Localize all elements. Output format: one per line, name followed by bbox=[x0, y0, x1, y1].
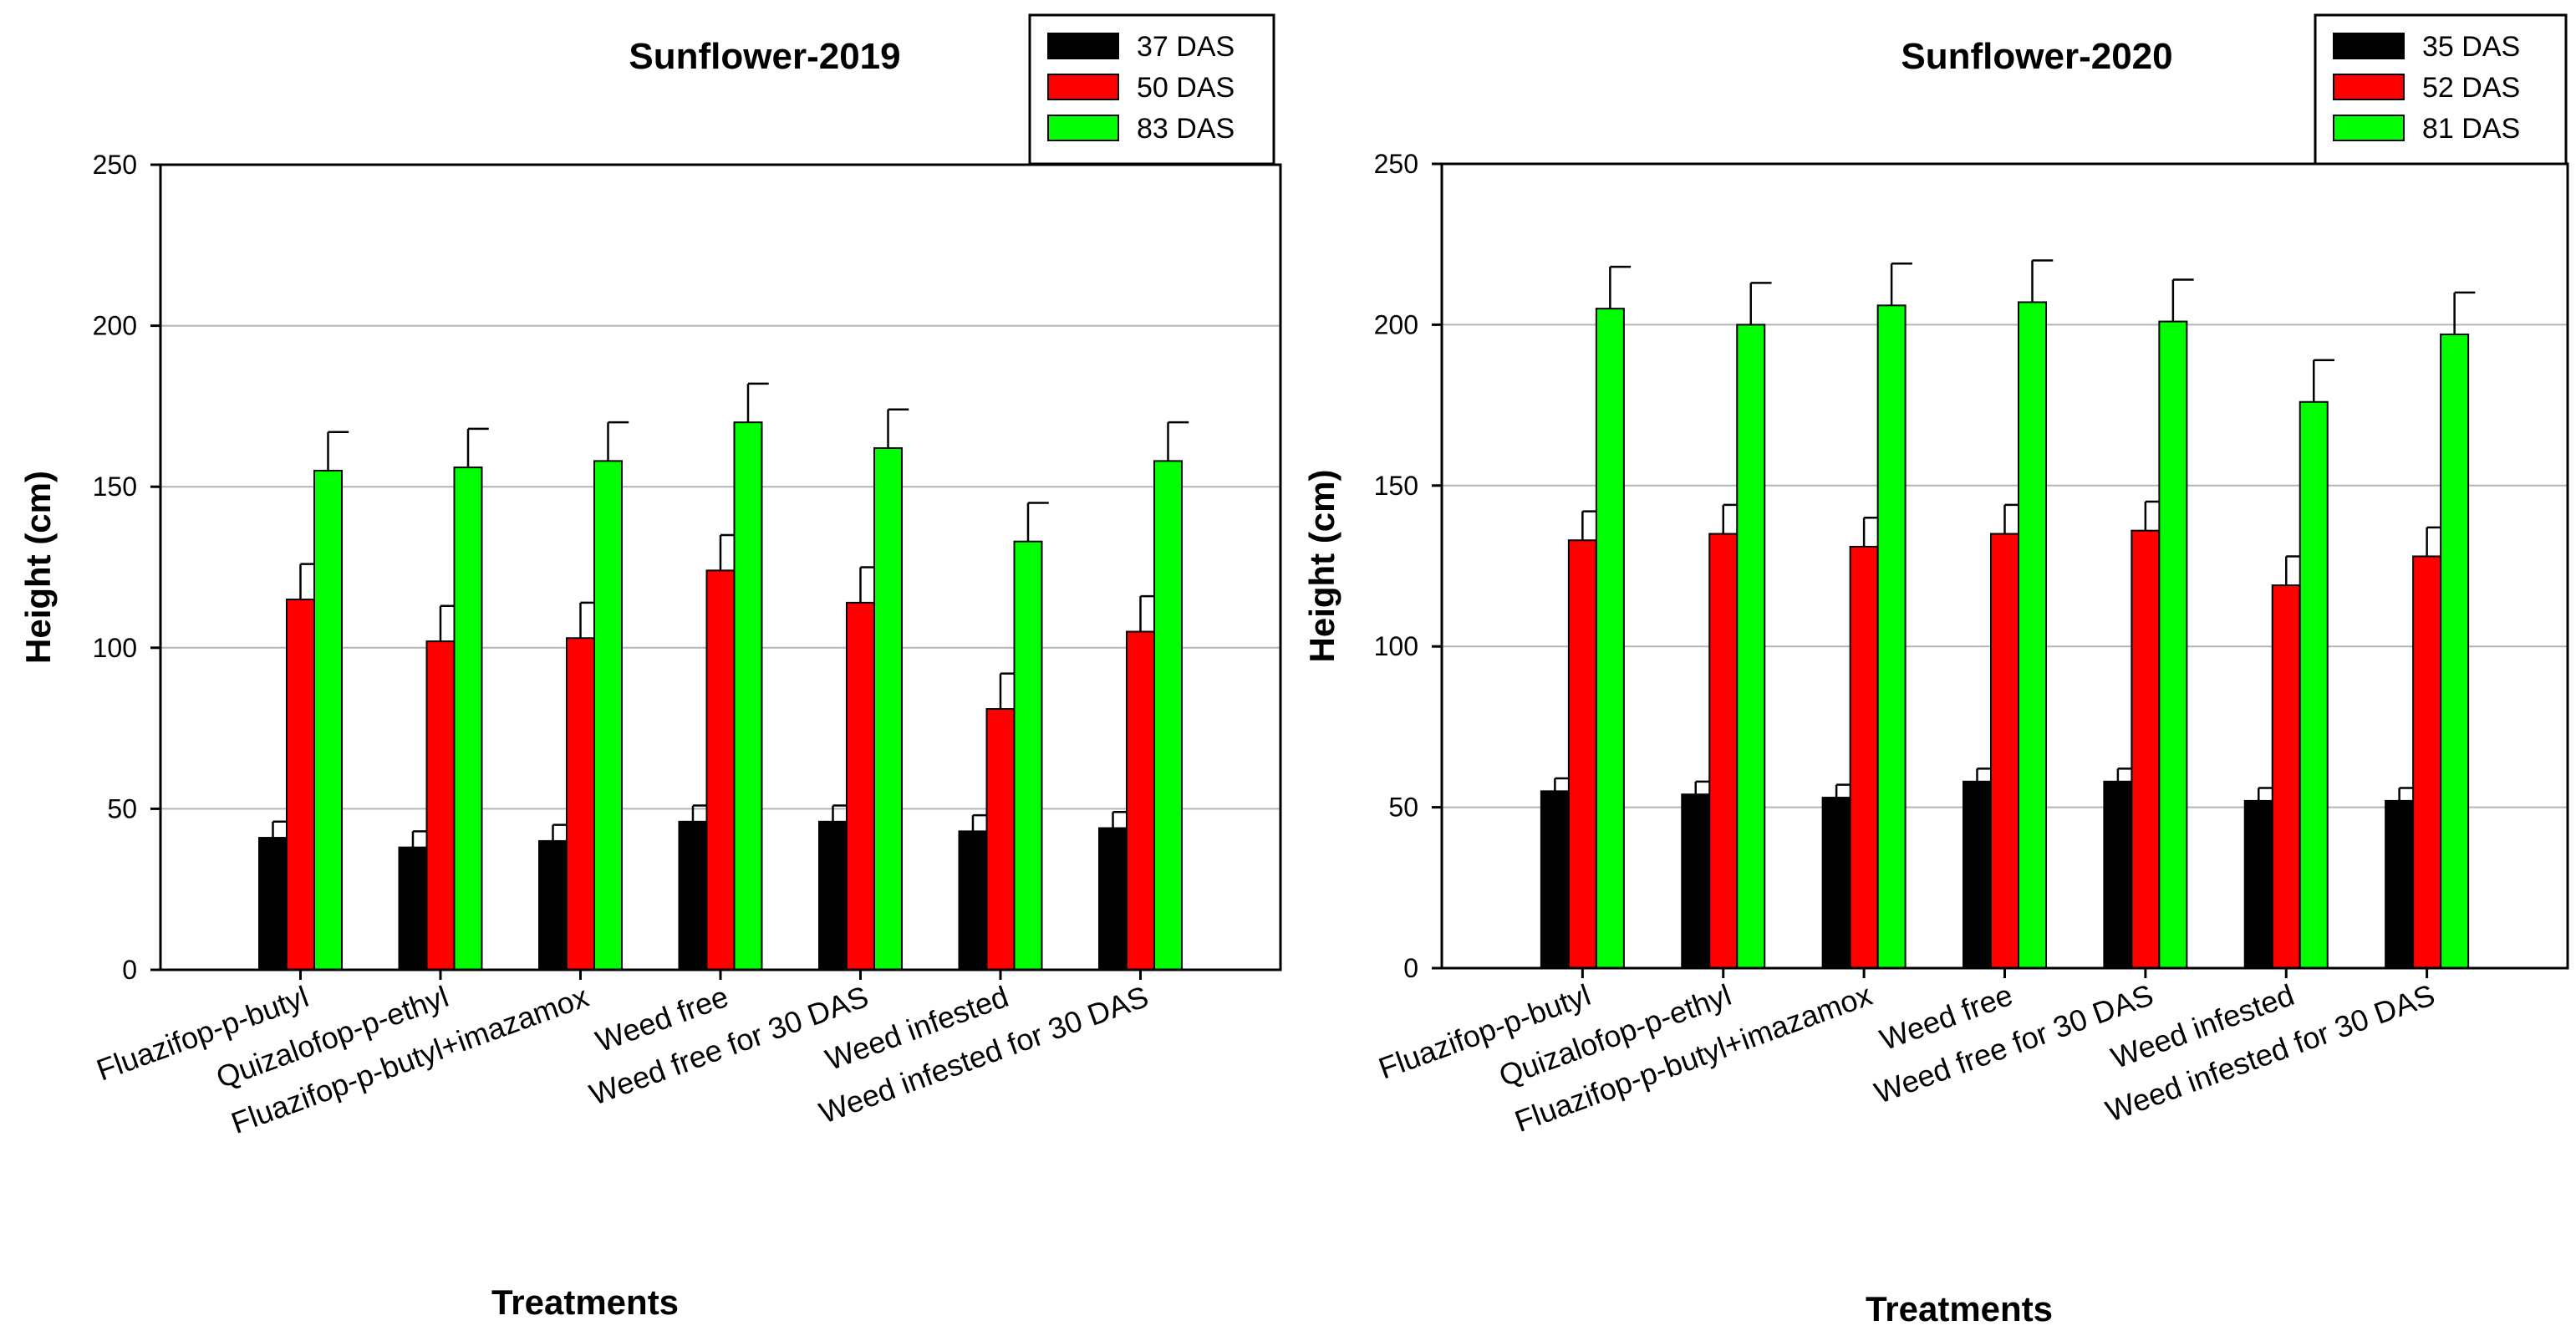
bar bbox=[453, 467, 483, 971]
y-axis-label: Height (cm) bbox=[1302, 470, 1341, 663]
bar bbox=[425, 640, 456, 971]
bar bbox=[258, 837, 288, 971]
bar bbox=[2412, 555, 2442, 969]
bar bbox=[1567, 539, 1597, 969]
bar bbox=[1098, 827, 1128, 971]
y-tick-label: 200 bbox=[93, 311, 137, 341]
legend-label: 37 DAS bbox=[1137, 31, 1235, 63]
bar bbox=[1876, 304, 1907, 969]
bar bbox=[2385, 799, 2415, 969]
x-axis-label: Treatments bbox=[1866, 1289, 2053, 1328]
bar bbox=[705, 569, 736, 971]
bar bbox=[398, 846, 428, 971]
x-axis-label: Treatments bbox=[491, 1282, 679, 1322]
legend-label: 52 DAS bbox=[2422, 72, 2520, 104]
bar bbox=[1963, 780, 1992, 969]
bar bbox=[2243, 799, 2273, 969]
bar bbox=[1153, 460, 1183, 971]
chart-1: 050100150200250Fluazifop-p-butylQuizalof… bbox=[18, 13, 1282, 1322]
y-tick-label: 250 bbox=[93, 150, 137, 180]
y-tick-label: 250 bbox=[1374, 149, 1418, 179]
bar bbox=[2440, 333, 2470, 970]
y-tick-label: 100 bbox=[93, 633, 137, 663]
legend-swatch bbox=[1047, 33, 1119, 59]
legend-swatch bbox=[2333, 33, 2405, 59]
bar bbox=[733, 421, 763, 971]
y-axis-label: Height (cm) bbox=[18, 471, 58, 664]
bar bbox=[2299, 400, 2329, 969]
legend-swatch bbox=[2333, 74, 2405, 100]
y-tick-label: 150 bbox=[1374, 471, 1418, 501]
y-tick-label: 200 bbox=[1374, 309, 1418, 339]
bar bbox=[678, 820, 708, 971]
bar bbox=[1990, 533, 2019, 969]
y-tick-label: 0 bbox=[122, 955, 137, 985]
y-tick-label: 150 bbox=[93, 472, 137, 502]
bar bbox=[2158, 320, 2188, 969]
y-tick-label: 100 bbox=[1374, 631, 1418, 661]
bar bbox=[2271, 584, 2301, 969]
bar bbox=[2131, 529, 2161, 969]
legend-label: 35 DAS bbox=[2422, 31, 2520, 63]
chart-title: Sunflower-2020 bbox=[1901, 36, 2172, 77]
chart-title: Sunflower-2019 bbox=[629, 36, 900, 77]
bar bbox=[593, 460, 623, 971]
bar bbox=[1681, 793, 1711, 970]
bar bbox=[985, 707, 1016, 971]
chart-2: 050100150200250Fluazifop-p-butylQuizalof… bbox=[1302, 13, 2569, 1328]
legend-swatch bbox=[1047, 115, 1119, 141]
bar bbox=[1540, 790, 1570, 969]
bar bbox=[1126, 630, 1155, 971]
bar bbox=[1736, 324, 1766, 969]
legend-label: 83 DAS bbox=[1137, 113, 1235, 145]
bar bbox=[846, 601, 875, 971]
bar bbox=[958, 830, 988, 971]
bar bbox=[538, 839, 568, 971]
legend: 35 DAS 52 DAS 81 DAS bbox=[2314, 13, 2568, 166]
legend-label: 81 DAS bbox=[2422, 113, 2520, 145]
bar bbox=[2018, 301, 2047, 969]
bar bbox=[2103, 780, 2133, 969]
bar bbox=[873, 446, 903, 971]
bar bbox=[1849, 545, 1879, 969]
legend-label: 50 DAS bbox=[1137, 72, 1235, 104]
y-tick-label: 0 bbox=[1403, 953, 1418, 983]
bar bbox=[313, 469, 343, 971]
y-tick-label: 50 bbox=[1388, 793, 1418, 823]
y-tick-label: 50 bbox=[107, 793, 137, 823]
bar bbox=[1595, 308, 1625, 970]
bar bbox=[1821, 797, 1851, 970]
legend-swatch bbox=[1047, 74, 1119, 100]
bar bbox=[818, 820, 848, 971]
legend: 37 DAS 50 DAS 83 DAS bbox=[1028, 13, 1275, 166]
bar bbox=[286, 599, 315, 971]
bar bbox=[1013, 540, 1043, 971]
bar bbox=[566, 637, 595, 971]
legend-swatch bbox=[2333, 115, 2405, 141]
bar bbox=[1708, 533, 1739, 969]
